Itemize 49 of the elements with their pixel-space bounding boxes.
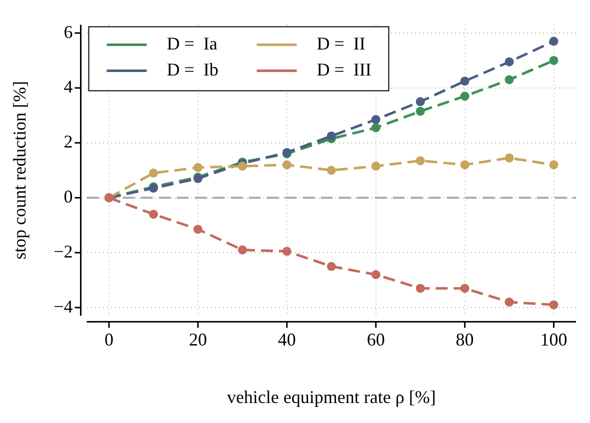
point: [371, 123, 380, 132]
point: [549, 36, 558, 46]
point: [326, 131, 336, 140]
x-tick-label: 0: [104, 329, 114, 350]
point: [460, 284, 470, 293]
point: [282, 160, 292, 170]
point: [460, 92, 470, 101]
point: [504, 298, 514, 307]
point: [549, 56, 558, 65]
point: [460, 160, 470, 170]
point: [416, 284, 425, 293]
x-axis-title: vehicle equipment rate ρ [%]: [226, 386, 436, 407]
point: [326, 262, 336, 271]
x-tick-label: 80: [456, 329, 474, 350]
point: [371, 162, 380, 171]
point: [238, 245, 247, 254]
y-tick-label: 2: [64, 132, 73, 152]
point: [416, 97, 425, 106]
point: [549, 300, 558, 310]
legend-label: D = II: [316, 34, 366, 54]
point: [460, 76, 470, 86]
point: [326, 166, 336, 175]
point: [148, 168, 158, 178]
x-tick-label: 60: [366, 329, 385, 350]
point: [416, 156, 425, 166]
legend-label: D = Ib: [166, 60, 218, 80]
point: [416, 106, 425, 116]
point: [193, 163, 202, 172]
y-tick-label: 4: [64, 76, 73, 97]
legend-label: D = III: [316, 60, 372, 80]
point: [549, 160, 558, 170]
point: [504, 57, 514, 66]
point: [371, 115, 380, 124]
point: [282, 246, 292, 256]
x-tick-label: 100: [540, 329, 568, 350]
y-axis-title: stop count reduction [%]: [10, 81, 30, 260]
point: [193, 224, 202, 234]
point: [371, 270, 380, 280]
point: [504, 153, 514, 162]
point: [148, 210, 158, 219]
legend-label: D = Ia: [166, 34, 218, 54]
y-tick-label: −2: [54, 241, 73, 262]
point: [504, 75, 514, 84]
point: [238, 162, 247, 171]
x-tick-label: 40: [278, 329, 296, 350]
y-tick-label: 6: [64, 22, 73, 42]
x-tick-label: 20: [188, 329, 207, 350]
y-tick-label: 0: [64, 186, 73, 206]
y-tick-label: −4: [54, 296, 73, 316]
